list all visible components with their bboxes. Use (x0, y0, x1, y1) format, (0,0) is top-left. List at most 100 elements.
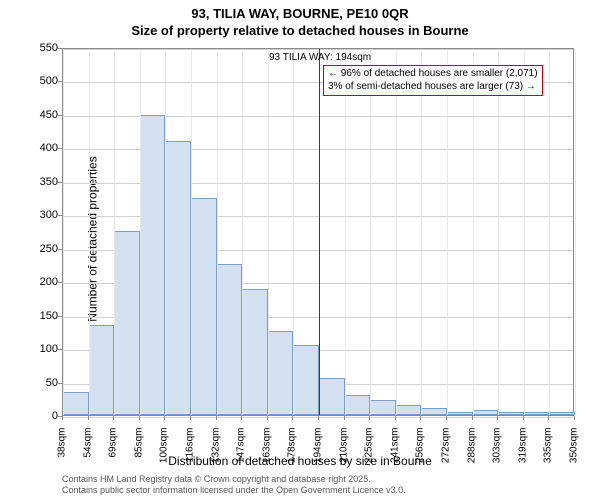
x-tick-mark (113, 416, 114, 420)
y-tick-mark (58, 316, 62, 317)
histogram-bar (370, 400, 396, 415)
histogram-bar (293, 345, 319, 415)
grid-line-v (549, 49, 550, 415)
histogram-bar (217, 264, 243, 415)
y-tick-mark (58, 115, 62, 116)
footer-line1: Contains HM Land Registry data © Crown c… (62, 474, 406, 485)
y-tick-label: 350 (40, 176, 58, 188)
x-tick-label: 241sqm (389, 428, 400, 468)
y-tick-label: 500 (40, 75, 58, 87)
grid-line-v (473, 49, 474, 415)
annotation-line: 3% of semi-detached houses are larger (7… (328, 81, 538, 94)
grid-line-v (165, 49, 166, 415)
x-tick-label: 288sqm (466, 428, 477, 468)
histogram-bar (549, 412, 575, 415)
x-tick-label: 303sqm (492, 428, 503, 468)
y-tick-mark (58, 182, 62, 183)
x-tick-mark (446, 416, 447, 420)
grid-line-v (396, 49, 397, 415)
histogram-bar (421, 408, 447, 415)
chart-title-line1: 93, TILIA WAY, BOURNE, PE10 0QR (0, 0, 600, 21)
x-tick-mark (139, 416, 140, 420)
x-tick-label: 147sqm (236, 428, 247, 468)
histogram-bar (396, 405, 422, 415)
y-tick-mark (58, 215, 62, 216)
y-tick-mark (58, 282, 62, 283)
x-tick-mark (574, 416, 575, 420)
y-tick-mark (58, 148, 62, 149)
grid-line-v (242, 49, 243, 415)
y-tick-label: 400 (40, 142, 58, 154)
histogram-bar (89, 325, 115, 415)
x-tick-label: 178sqm (287, 428, 298, 468)
grid-line-v (140, 49, 141, 415)
histogram-bar (447, 412, 473, 415)
histogram-bar (524, 412, 550, 415)
plot-area: 93 TILIA WAY: 194sqm ← 96% of detached ho… (62, 48, 574, 416)
annotation-line: ← 96% of detached houses are smaller (2,… (328, 68, 538, 81)
grid-line-v (575, 49, 576, 415)
histogram-bar (498, 412, 524, 415)
marker-annotation: ← 96% of detached houses are smaller (2,… (323, 65, 543, 96)
x-tick-label: 85sqm (133, 428, 144, 468)
x-tick-label: 163sqm (261, 428, 272, 468)
x-tick-mark (420, 416, 421, 420)
histogram-bar (345, 395, 371, 415)
histogram-bar (114, 231, 140, 415)
marker-line (319, 49, 320, 415)
x-tick-mark (164, 416, 165, 420)
grid-line-v (421, 49, 422, 415)
x-tick-mark (318, 416, 319, 420)
x-tick-mark (241, 416, 242, 420)
y-tick-label: 250 (40, 243, 58, 255)
x-tick-mark (344, 416, 345, 420)
grid-line-v (89, 49, 90, 415)
x-tick-label: 256sqm (415, 428, 426, 468)
footer-attribution: Contains HM Land Registry data © Crown c… (62, 474, 406, 496)
x-tick-mark (88, 416, 89, 420)
grid-line-v (63, 49, 64, 415)
x-tick-label: 194sqm (313, 428, 324, 468)
grid-line-v (498, 49, 499, 415)
x-tick-label: 225sqm (364, 428, 375, 468)
x-tick-mark (395, 416, 396, 420)
grid-line-v (217, 49, 218, 415)
x-tick-label: 69sqm (108, 428, 119, 468)
x-tick-label: 319sqm (517, 428, 528, 468)
y-tick-mark (58, 249, 62, 250)
x-tick-label: 210sqm (338, 428, 349, 468)
histogram-bar (242, 289, 268, 415)
x-tick-mark (523, 416, 524, 420)
histogram-chart: 93, TILIA WAY, BOURNE, PE10 0QR Size of … (0, 0, 600, 500)
grid-line-v (293, 49, 294, 415)
x-tick-mark (216, 416, 217, 420)
x-tick-label: 116sqm (185, 428, 196, 468)
histogram-bar (268, 331, 294, 415)
footer-line2: Contains public sector information licen… (62, 485, 406, 496)
x-tick-mark (190, 416, 191, 420)
x-tick-label: 335sqm (543, 428, 554, 468)
x-tick-mark (62, 416, 63, 420)
histogram-bar (191, 198, 217, 415)
x-tick-mark (472, 416, 473, 420)
grid-line-v (191, 49, 192, 415)
grid-line-v (370, 49, 371, 415)
y-tick-label: 450 (40, 109, 58, 121)
y-tick-label: 550 (40, 42, 58, 54)
grid-line-v (268, 49, 269, 415)
y-tick-label: 150 (40, 310, 58, 322)
x-tick-mark (548, 416, 549, 420)
x-tick-mark (369, 416, 370, 420)
histogram-bar (140, 115, 166, 415)
x-tick-label: 54sqm (82, 428, 93, 468)
histogram-bar (63, 392, 89, 415)
marker-title: 93 TILIA WAY: 194sqm (269, 52, 371, 63)
histogram-bar (319, 378, 345, 415)
grid-line-v (447, 49, 448, 415)
histogram-bar (165, 141, 191, 415)
grid-line-v (524, 49, 525, 415)
x-tick-mark (267, 416, 268, 420)
x-tick-label: 350sqm (569, 428, 580, 468)
y-tick-label: 100 (40, 343, 58, 355)
y-tick-label: 200 (40, 276, 58, 288)
